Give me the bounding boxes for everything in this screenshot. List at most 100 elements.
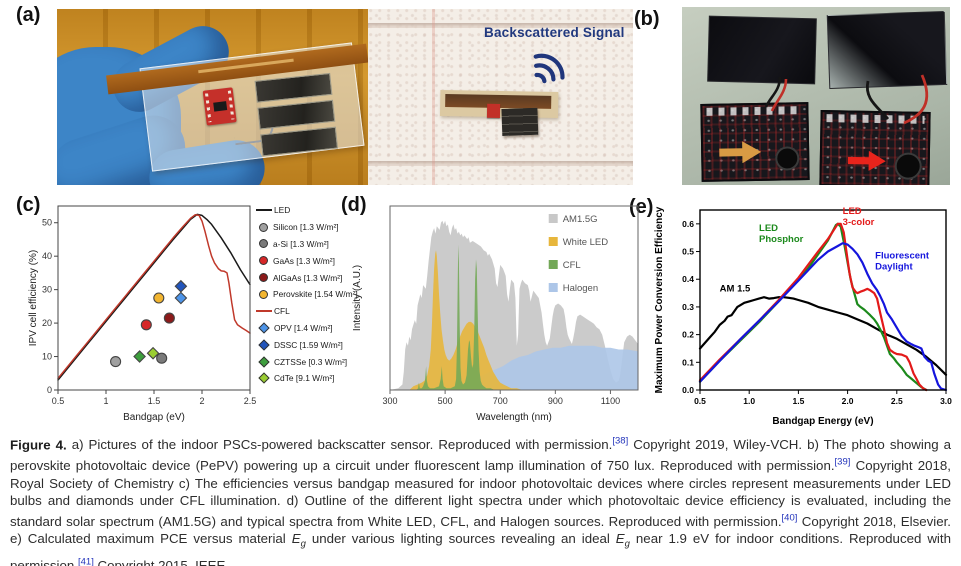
svg-text:40: 40	[42, 251, 52, 261]
solar-cell	[257, 99, 336, 130]
legend-circle-marker	[259, 222, 268, 232]
backscattered-signal-label: Backscattered Signal	[484, 25, 625, 40]
svg-text:CFL: CFL	[563, 260, 581, 271]
chart-c-legend: LED Silicon [1.3 W/m²] a-Si [1.3 W/m²] GaAs…	[256, 202, 364, 387]
figure-caption: Figure 4. a) Pictures of the indoor PSCs…	[10, 433, 951, 566]
panel-d-label: (d)	[341, 194, 367, 216]
perovskite-cells-stack	[254, 72, 339, 162]
round-component	[894, 152, 922, 180]
svg-text:2.5: 2.5	[891, 396, 903, 406]
round-component	[775, 146, 800, 171]
svg-text:3.0: 3.0	[940, 396, 952, 406]
svg-text:Bandgap (eV): Bandgap (eV)	[123, 412, 185, 423]
legend-label: DSSC [1.59 W/m²]	[274, 339, 343, 350]
legend-label: CFL	[274, 306, 290, 317]
svg-text:1: 1	[103, 396, 108, 406]
svg-text:0.0: 0.0	[682, 385, 694, 395]
svg-text:AM1.5G: AM1.5G	[563, 214, 598, 225]
legend-entry: OPV [1.4 W/m²]	[256, 320, 364, 337]
svg-text:0.2: 0.2	[682, 330, 694, 340]
svg-text:30: 30	[42, 285, 52, 295]
pv-panel-left	[707, 15, 817, 85]
svg-text:Phosphor: Phosphor	[759, 234, 804, 245]
svg-text:700: 700	[493, 396, 508, 406]
svg-text:20: 20	[42, 318, 52, 328]
svg-text:2.0: 2.0	[842, 396, 854, 406]
svg-text:10: 10	[42, 352, 52, 362]
svg-text:Bandgap Energy (eV): Bandgap Energy (eV)	[772, 416, 873, 427]
svg-text:0.3: 0.3	[682, 302, 694, 312]
legend-label: Silicon [1.3 W/m²]	[273, 222, 339, 233]
red-arrow-icon	[848, 151, 886, 172]
smd-components-row	[826, 114, 925, 124]
photo-sensor-in-hand	[57, 9, 368, 185]
legend-diamond-marker	[258, 322, 270, 334]
chip-core	[213, 101, 228, 112]
legend-entry: Perovskite [1.54 W/m²]	[256, 286, 364, 303]
figure-caption-title: Figure 4.	[10, 437, 67, 453]
svg-text:LED: LED	[843, 206, 862, 217]
legend-circle-marker	[259, 239, 268, 249]
legend-diamond-marker	[258, 339, 270, 351]
wall-groove	[368, 23, 633, 28]
legend-entry: a-Si [1.3 W/m²]	[256, 236, 364, 253]
wall-mounted-sensor	[439, 89, 559, 138]
svg-text:300: 300	[382, 396, 397, 406]
legend-label: CdTe [9.1 W/m²]	[274, 373, 335, 384]
legend-label: a-Si [1.3 W/m²]	[273, 238, 329, 249]
svg-text:3-color: 3-color	[843, 217, 875, 228]
panel-c-label: (c)	[16, 194, 41, 216]
legend-label: LED	[274, 205, 291, 216]
svg-text:AM 1.5: AM 1.5	[720, 284, 751, 295]
svg-text:0.5: 0.5	[52, 396, 65, 406]
orange-arrow-icon	[719, 141, 761, 164]
svg-text:900: 900	[548, 396, 563, 406]
svg-text:2.5: 2.5	[244, 396, 257, 406]
svg-text:1.0: 1.0	[743, 396, 755, 406]
circuit-board-left	[700, 102, 810, 182]
legend-circle-marker	[259, 256, 268, 266]
legend-entry: Silicon [1.3 W/m²]	[256, 219, 364, 236]
pv-panel-right	[826, 10, 948, 90]
svg-text:0.4: 0.4	[682, 274, 694, 284]
photo-pepv-circuit-boards	[682, 7, 950, 185]
svg-text:1100: 1100	[601, 396, 620, 406]
svg-text:IPV cell efficiency (%): IPV cell efficiency (%)	[28, 250, 39, 347]
red-sensor-chip	[486, 103, 501, 119]
svg-text:0.5: 0.5	[682, 247, 694, 257]
svg-text:0: 0	[47, 385, 52, 395]
legend-label: AlGaAs [1.3 W/m²]	[273, 272, 343, 283]
legend-line-swatch	[256, 209, 272, 212]
wall-seam	[432, 9, 435, 185]
legend-entry: CFL	[256, 303, 364, 320]
svg-text:2: 2	[199, 396, 204, 406]
perovskite-cells-stack	[501, 107, 539, 136]
smd-components-row	[706, 106, 803, 116]
panel-e-label: (e)	[629, 196, 654, 218]
panel-a-label: (a)	[16, 4, 41, 26]
svg-text:White LED: White LED	[563, 237, 609, 248]
photo-sensor-on-wall: Backscattered Signal	[368, 9, 633, 185]
svg-text:Halogen: Halogen	[563, 283, 598, 294]
legend-label: GaAs [1.3 W/m²]	[273, 255, 335, 266]
svg-text:Maximum Power Conversion Effic: Maximum Power Conversion Efficiency	[654, 206, 665, 393]
legend-entry: CZTSSe [0.3 W/m²]	[256, 353, 364, 370]
solar-cell	[260, 126, 339, 157]
chart-ipv-efficiency-vs-bandgap: 0.5 1 1.5 2 2.5 0 10 20 30 40 50 Bandgap (eV) IPV ce…	[28, 205, 257, 423]
legend-diamond-marker	[258, 355, 270, 368]
chip-pins-left	[205, 93, 212, 123]
legend-entry: LED	[256, 202, 364, 219]
legend-entry: DSSC [1.59 W/m²]	[256, 336, 364, 353]
circuit-board-right	[819, 110, 931, 185]
legend-entry: AlGaAs [1.3 W/m²]	[256, 269, 364, 286]
legend-circle-marker	[259, 273, 268, 283]
svg-text:1.5: 1.5	[148, 396, 161, 406]
legend-entry: CdTe [9.1 W/m²]	[256, 370, 364, 387]
svg-text:LED: LED	[759, 223, 778, 234]
panel-b-label: (b)	[634, 8, 660, 30]
svg-text:Wavelength (nm): Wavelength (nm)	[476, 412, 552, 423]
svg-text:0.5: 0.5	[694, 396, 706, 406]
figure-caption-text: a) Pictures of the indoor PSCs-powered b…	[10, 436, 951, 566]
legend-label: Perovskite [1.54 W/m²]	[273, 289, 358, 300]
